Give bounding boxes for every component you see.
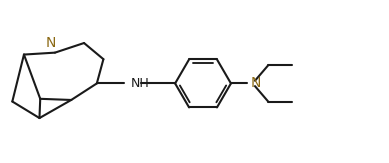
Text: NH: NH (131, 77, 149, 90)
Text: N: N (250, 76, 261, 90)
Text: N: N (46, 36, 56, 50)
